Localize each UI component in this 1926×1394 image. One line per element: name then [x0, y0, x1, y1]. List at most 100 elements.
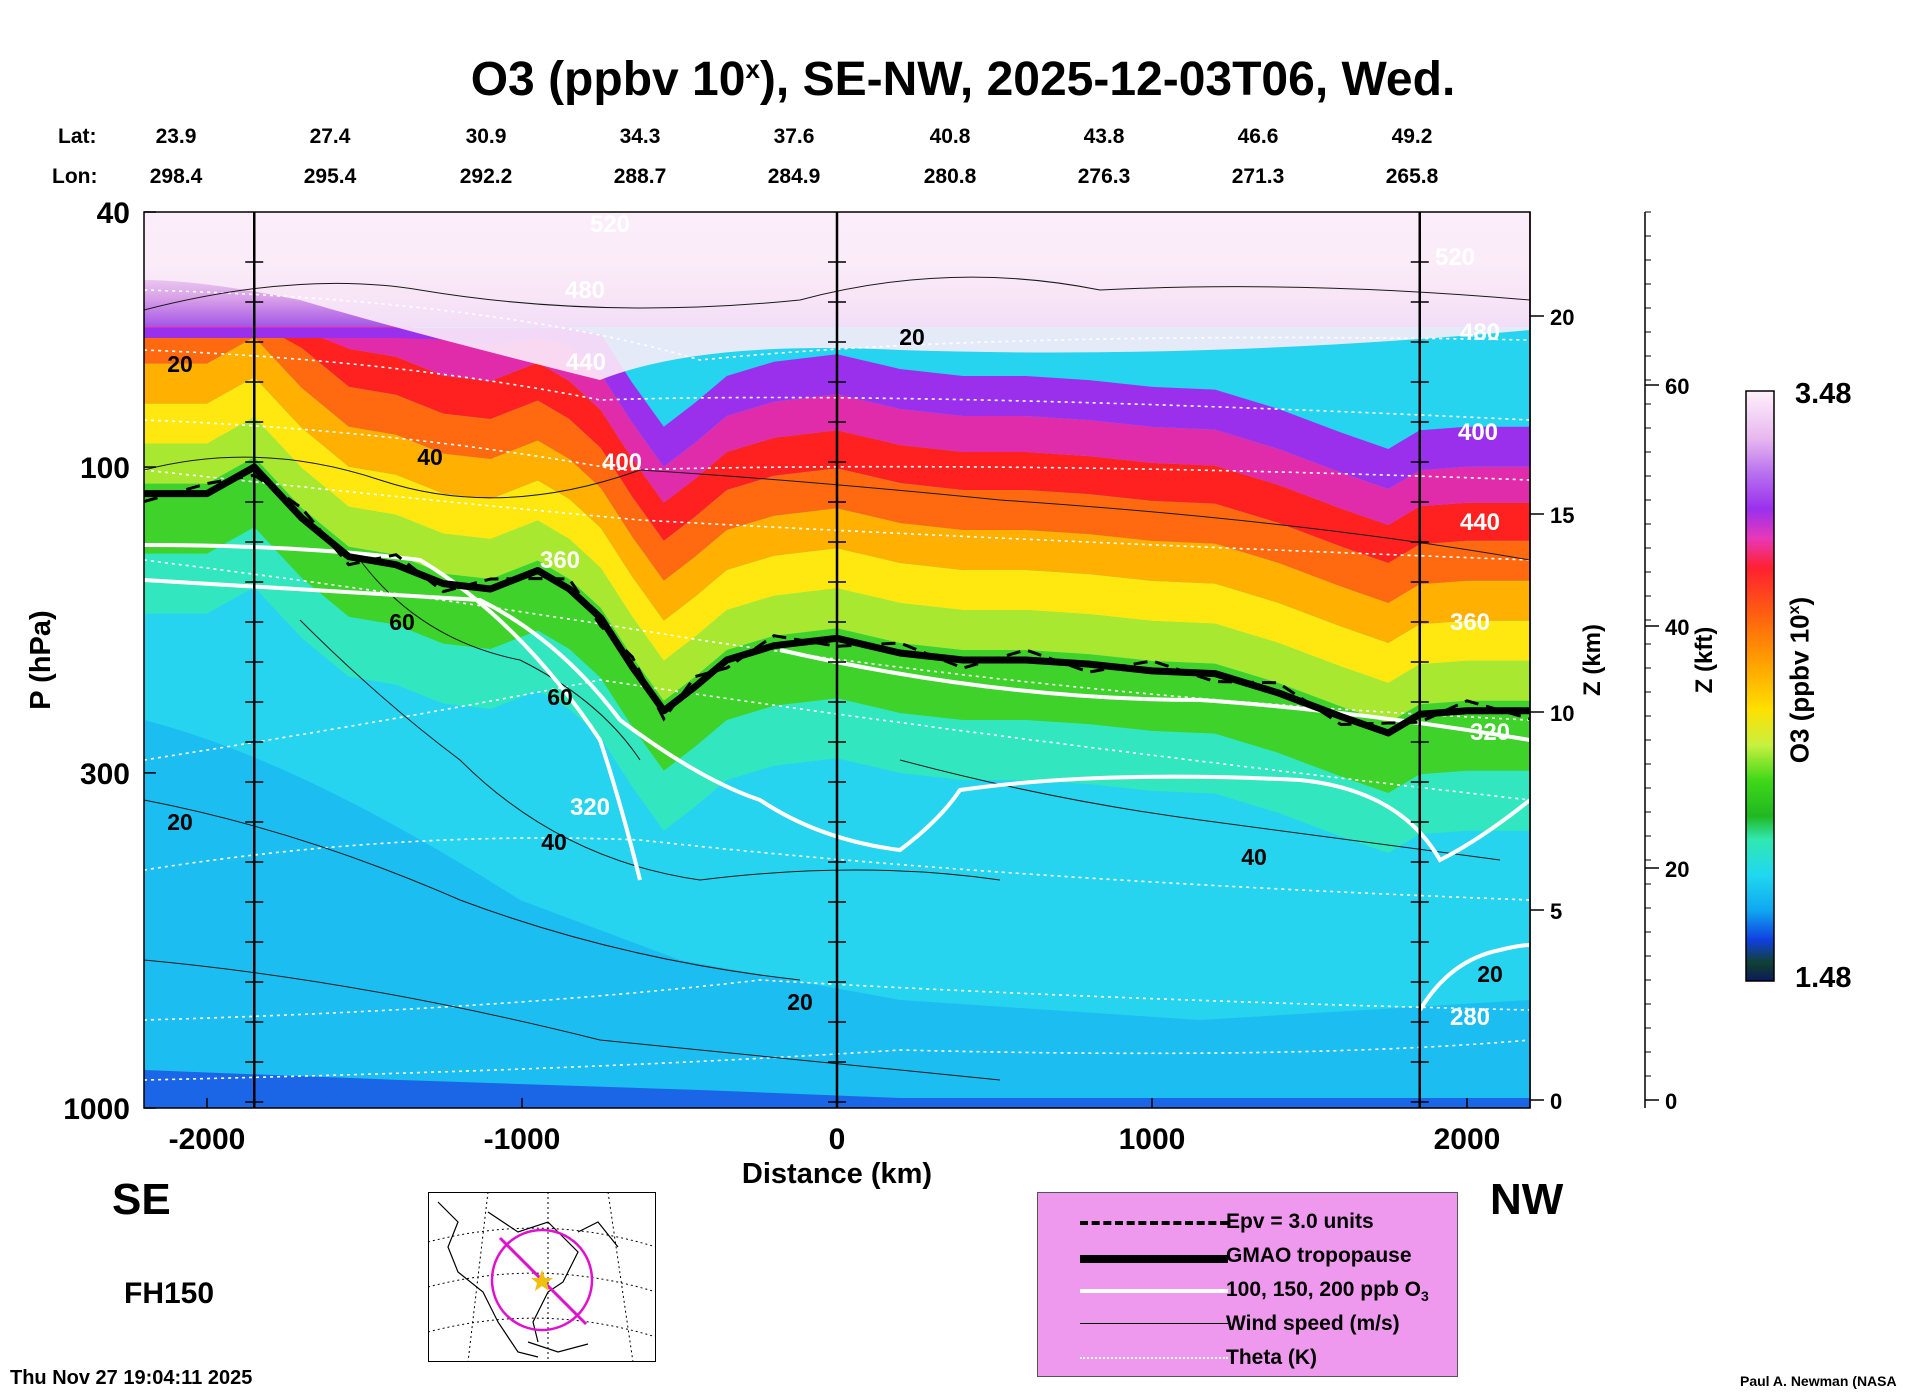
theta-label: 440: [1460, 509, 1500, 536]
z-km-tick-label: 20: [1550, 305, 1574, 330]
wind-contour: [144, 799, 801, 981]
field-lower-blue: [144, 720, 1530, 1108]
legend-item: Wind speed (m/s): [1038, 1309, 1457, 1343]
field-strat-band: [144, 337, 1530, 643]
wind-label: 20: [167, 809, 193, 835]
direction-nw: NW: [1490, 1175, 1564, 1224]
lat-value: 46.6: [1237, 125, 1279, 148]
x-tick-label: -2000: [169, 1123, 246, 1156]
wind-label: 60: [547, 684, 573, 710]
map-coastline: [437, 1201, 619, 1358]
wind-contour: [359, 559, 641, 761]
theta-label: 400: [1458, 419, 1498, 446]
x-tick-label: -1000: [484, 1123, 561, 1156]
field-strat-band: [144, 377, 1530, 683]
lon-value: 288.7: [613, 165, 667, 188]
legend-text: Wind speed (m/s): [1226, 1312, 1400, 1335]
theta-contour: [144, 679, 1530, 801]
z-km-tick-label: 5: [1550, 899, 1562, 924]
z-km-tick-label: 15: [1550, 503, 1574, 528]
theta-label: 400: [602, 449, 642, 476]
theta-contour: [144, 469, 1530, 561]
chart-title: O3 (ppbv 10x), SE-NW, 2025-12-03T06, Wed…: [470, 53, 1456, 106]
legend: Epv = 3.0 units GMAO tropopause 100, 150, …: [1037, 1192, 1458, 1377]
legend-text: GMAO tropopause: [1226, 1244, 1412, 1267]
lat-value: 30.9: [465, 125, 507, 148]
lon-value: 292.2: [459, 165, 513, 188]
z-kft-tick-label: 0: [1665, 1089, 1677, 1114]
map-range-circle: [490, 1228, 594, 1332]
colorbar-min: 1.48: [1795, 962, 1852, 994]
colorbar: [1745, 390, 1775, 982]
legend-item: Theta (K): [1038, 1343, 1457, 1377]
lon-label: Lon:: [52, 165, 98, 188]
theta-contour: [144, 1039, 1530, 1081]
legend-swatch: [1080, 1357, 1228, 1359]
colorbar-max: 3.48: [1795, 378, 1852, 410]
colorbar-label: O3 (ppbv 10x): [1784, 596, 1815, 764]
theta-contour: [144, 289, 1530, 361]
theta-contour: [144, 559, 1530, 721]
lat-value: 49.2: [1391, 125, 1433, 148]
lon-value: 271.3: [1231, 165, 1285, 188]
z-kft-tick-label: 40: [1665, 615, 1689, 640]
lon-value: 298.4: [149, 165, 203, 188]
theta-label: 440: [566, 349, 606, 376]
wind-label: 40: [541, 829, 567, 855]
legend-text: 100, 150, 200 ppb O3: [1226, 1278, 1429, 1305]
legend-swatch: [1080, 1255, 1228, 1263]
z-km-tick-label: 0: [1550, 1089, 1562, 1114]
x-tick-label: 2000: [1434, 1123, 1501, 1156]
wind-label: 40: [1241, 844, 1267, 870]
legend-text: Theta (K): [1226, 1346, 1317, 1369]
x-axis-label: Distance (km): [742, 1158, 932, 1190]
y-axis-label: P (hPa): [25, 610, 57, 709]
lon-value: 284.9: [767, 165, 821, 188]
x-tick-label: 0: [829, 1123, 846, 1156]
z-km-tick-label: 10: [1550, 701, 1574, 726]
o3-contour: [1418, 943, 1530, 1012]
legend-item: GMAO tropopause: [1038, 1241, 1457, 1275]
lat-value: 43.8: [1083, 125, 1125, 148]
direction-se: SE: [112, 1175, 171, 1224]
epv-line: [144, 473, 1530, 727]
field-boundary-blue: [144, 1070, 1530, 1108]
lon-value: 265.8: [1385, 165, 1439, 188]
lat-value: 23.9: [155, 125, 197, 148]
theta-label: 520: [1435, 244, 1475, 271]
theta-label: 320: [570, 794, 610, 821]
inset-map: [428, 1192, 656, 1362]
z-kft-tick-label: 20: [1665, 857, 1689, 882]
theta-label: 360: [540, 547, 580, 574]
field-green-band: [144, 457, 1530, 793]
field-strat-band: [144, 304, 1530, 603]
theta-label: 480: [1460, 319, 1500, 346]
theta-contour: [144, 349, 1530, 421]
theta-label: 320: [1470, 719, 1510, 746]
z-kft-tick-label: 60: [1665, 374, 1689, 399]
field-strat-band: [144, 417, 1530, 723]
wind-label: 20: [1477, 961, 1503, 987]
theta-label: 520: [590, 211, 630, 238]
lon-value: 280.8: [923, 165, 977, 188]
wind-label: 20: [167, 351, 193, 377]
p-tick-label: 1000: [63, 1093, 130, 1126]
p-tick-label: 40: [97, 197, 130, 230]
o3-contour: [144, 578, 1530, 863]
lat-value: 40.8: [929, 125, 971, 148]
lat-label: Lat:: [58, 125, 97, 148]
lat-value: 34.3: [619, 125, 661, 148]
theta-label: 480: [565, 277, 605, 304]
colorbar-gradient: [1745, 390, 1775, 982]
wind-contour: [144, 959, 1001, 1081]
theta-label: 280: [1450, 1004, 1490, 1031]
legend-item: Epv = 3.0 units: [1038, 1207, 1457, 1241]
legend-swatch: [1080, 1289, 1228, 1293]
p-tick-label: 100: [80, 452, 130, 485]
lon-value: 295.4: [303, 165, 357, 188]
wind-label: 40: [417, 444, 443, 470]
wind-contour: [299, 619, 1001, 881]
p-tick-label: 300: [80, 758, 130, 791]
timestamp: Thu Nov 27 19:04:11 2025: [10, 1367, 253, 1389]
